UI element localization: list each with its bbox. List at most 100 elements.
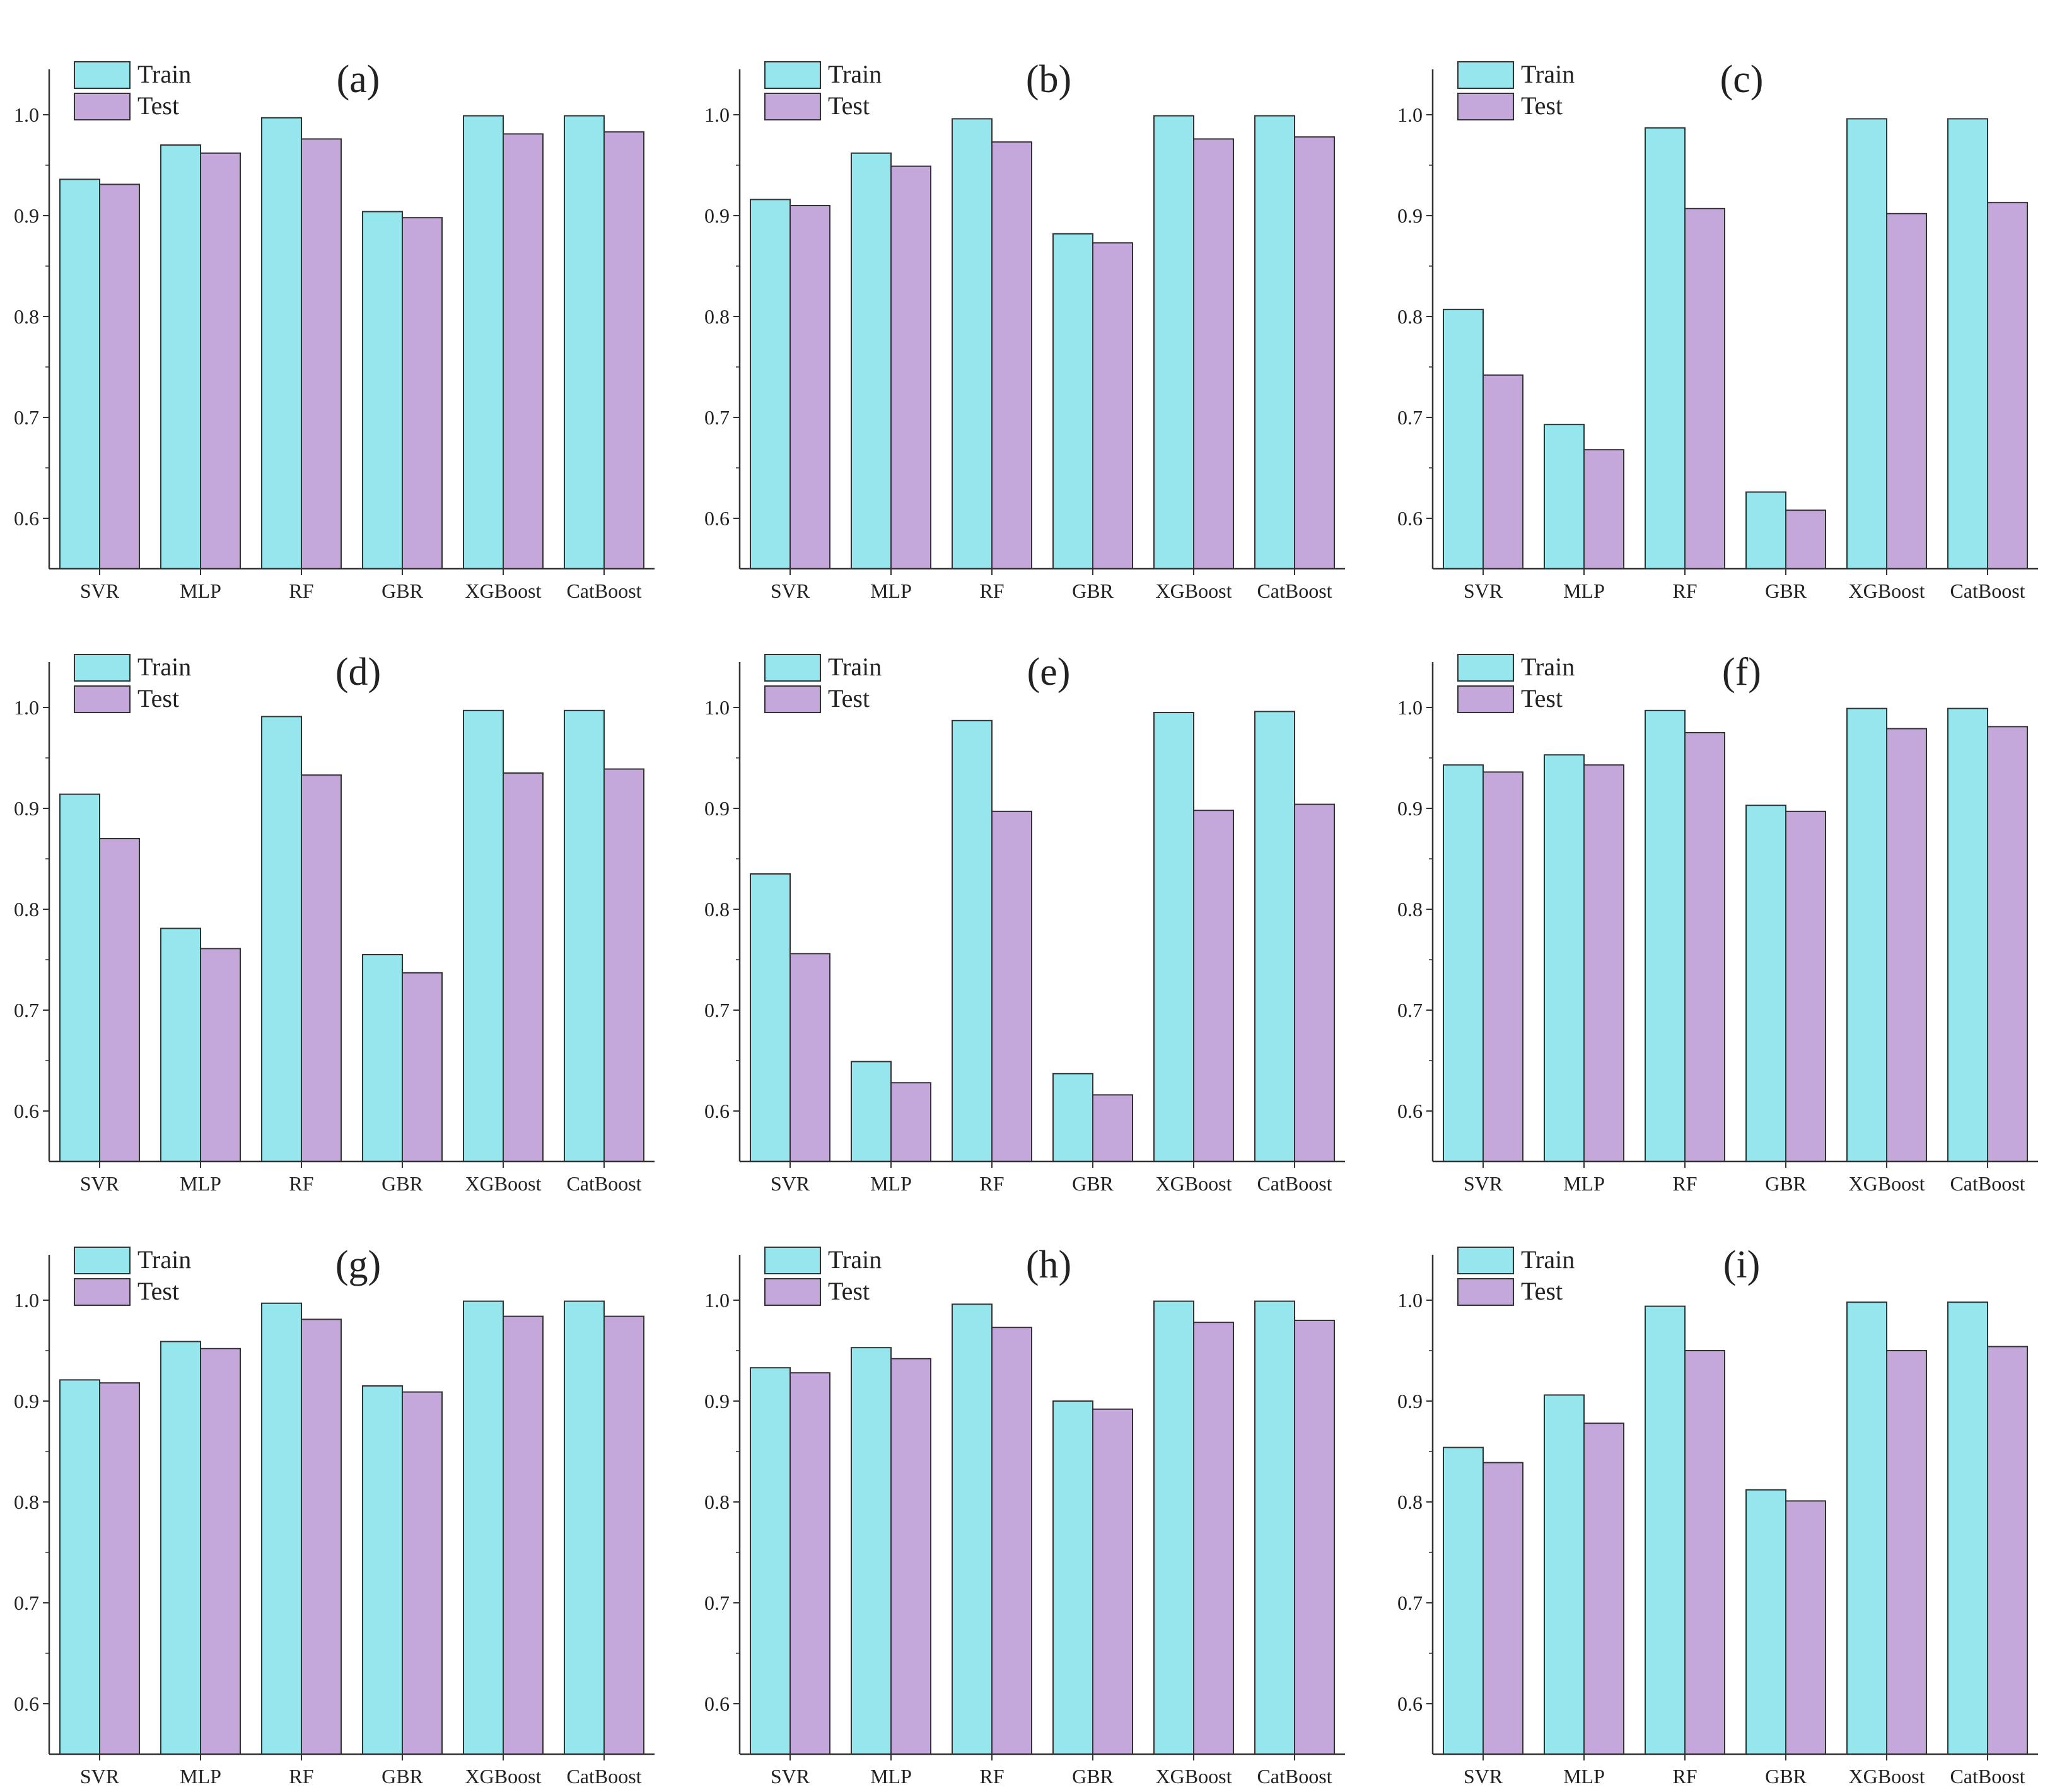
bar-test-catboost — [1987, 726, 2028, 1162]
legend-label-test: Test — [1521, 91, 1563, 120]
chart-panel-1: (a) SVR MLP RF GBR XGBoost CatBoost 0.6 0.7 0.8 0.… — [14, 58, 655, 602]
bar-train-svr — [1443, 308, 1484, 569]
bar-test-catboost — [1987, 1346, 2028, 1755]
x-tick-label: RF — [289, 1172, 313, 1195]
y-tick-label: 0.8 — [1397, 305, 1423, 328]
legend-label-train: Train — [828, 1245, 882, 1274]
x-tick-label: GBR — [1072, 579, 1114, 602]
legend-label-test: Test — [828, 91, 870, 120]
bar-train-rf — [952, 719, 993, 1163]
chart-panel-6: (f) SVR MLP RF GBR XGBoost CatBoost 0.6 0.7 0.8 0.… — [1397, 651, 2038, 1195]
bar-test-mlp — [1583, 1423, 1624, 1755]
x-tick-label: RF — [979, 1765, 1004, 1788]
bar-test-mlp — [200, 948, 241, 1163]
legend-swatch-train — [764, 61, 821, 89]
bar-train-gbr — [1052, 1073, 1093, 1163]
y-tick-label: 0.8 — [1397, 1491, 1423, 1513]
x-tick-label: RF — [1672, 579, 1697, 602]
bar-train-rf — [952, 118, 993, 569]
legend-label-train: Train — [137, 1245, 191, 1274]
bar-train-svr — [1443, 764, 1484, 1162]
bar-train-svr — [1443, 1446, 1484, 1755]
x-tick-label: RF — [979, 1172, 1004, 1195]
bar-train-svr — [59, 178, 100, 569]
panel-title: (a) — [337, 58, 380, 101]
x-tick-label: GBR — [1765, 579, 1807, 602]
bar-test-gbr — [402, 972, 443, 1163]
y-tick-label: 0.8 — [14, 898, 39, 921]
bar-test-svr — [99, 183, 140, 569]
bar-train-catboost — [1254, 1300, 1295, 1755]
bar-train-catboost — [1947, 1301, 1988, 1755]
bar-train-gbr — [362, 1385, 403, 1755]
bar-test-svr — [1482, 771, 1523, 1162]
legend-label-train: Train — [1521, 60, 1575, 88]
bar-test-svr — [789, 1372, 830, 1755]
bar-test-catboost — [1294, 803, 1335, 1162]
x-tick-label: CatBoost — [566, 1765, 641, 1788]
y-tick-label: 0.9 — [14, 204, 39, 227]
bar-train-svr — [750, 1367, 791, 1755]
y-tick-label: 0.9 — [704, 1390, 730, 1412]
legend-label-train: Train — [1521, 1245, 1575, 1274]
y-tick-label: 1.0 — [14, 103, 39, 126]
bar-train-svr — [750, 199, 791, 569]
x-tick-label: CatBoost — [1257, 1765, 1332, 1788]
bar-test-svr — [99, 838, 140, 1162]
panel-title: (e) — [1027, 651, 1071, 694]
bar-test-xgboost — [1886, 212, 1927, 569]
bar-train-xgboost — [1153, 1300, 1194, 1755]
x-tick-label: MLP — [180, 1172, 221, 1195]
legend-label-test: Test — [828, 1277, 870, 1305]
bar-test-svr — [789, 953, 830, 1163]
legend-swatch-test — [74, 1278, 131, 1306]
bar-train-mlp — [1544, 754, 1585, 1162]
bar-train-mlp — [1544, 1394, 1585, 1755]
x-tick-label: XGBoost — [1849, 1765, 1925, 1788]
legend-label-test: Test — [137, 91, 179, 120]
x-tick-label: SVR — [771, 1765, 810, 1788]
bar-train-mlp — [851, 152, 892, 570]
chart-panel-7: (g) SVR MLP RF GBR XGBoost CatBoost 0.6 0.7 0.8 0.… — [14, 1243, 655, 1788]
x-tick-label: MLP — [870, 579, 912, 602]
bar-test-mlp — [200, 152, 241, 570]
legend-swatch-test — [764, 93, 821, 120]
legend-label-test: Test — [1521, 684, 1563, 713]
legend-swatch-train — [764, 1247, 821, 1274]
bar-train-catboost — [564, 1300, 605, 1755]
bar-train-catboost — [564, 115, 605, 570]
x-tick-label: XGBoost — [465, 1172, 542, 1195]
bar-test-svr — [1482, 1462, 1523, 1755]
bar-train-svr — [750, 873, 791, 1162]
legend-swatch-train — [1457, 654, 1514, 682]
legend-label-train: Train — [828, 60, 882, 88]
x-tick-label: RF — [289, 579, 313, 602]
bar-test-catboost — [603, 131, 644, 569]
legend-label-train: Train — [137, 60, 191, 88]
x-tick-label: CatBoost — [1950, 1172, 2025, 1195]
x-tick-label: GBR — [1765, 1172, 1807, 1195]
x-tick-label: XGBoost — [465, 1765, 542, 1788]
bar-train-gbr — [1052, 233, 1093, 569]
y-tick-label: 0.7 — [1397, 999, 1423, 1021]
y-tick-label: 0.6 — [704, 1100, 730, 1122]
y-tick-label: 0.8 — [1397, 898, 1423, 921]
bar-train-mlp — [1544, 424, 1585, 570]
panel-title: (g) — [335, 1243, 381, 1286]
y-tick-label: 1.0 — [1397, 696, 1423, 719]
bar-test-gbr — [1785, 1500, 1826, 1755]
bar-train-svr — [59, 793, 100, 1162]
bar-train-catboost — [1254, 711, 1295, 1162]
bar-test-rf — [1684, 207, 1725, 569]
bar-train-catboost — [564, 709, 605, 1163]
x-tick-label: MLP — [1563, 1172, 1605, 1195]
x-tick-label: SVR — [771, 579, 810, 602]
legend-label-train: Train — [828, 653, 882, 681]
legend-swatch-train — [1457, 1247, 1514, 1274]
x-tick-label: SVR — [1464, 1172, 1503, 1195]
x-tick-label: MLP — [1563, 1765, 1605, 1788]
x-tick-label: GBR — [382, 1765, 423, 1788]
panel-title: (f) — [1722, 651, 1761, 694]
legend-swatch-train — [1457, 61, 1514, 89]
x-tick-label: SVR — [80, 1765, 120, 1788]
